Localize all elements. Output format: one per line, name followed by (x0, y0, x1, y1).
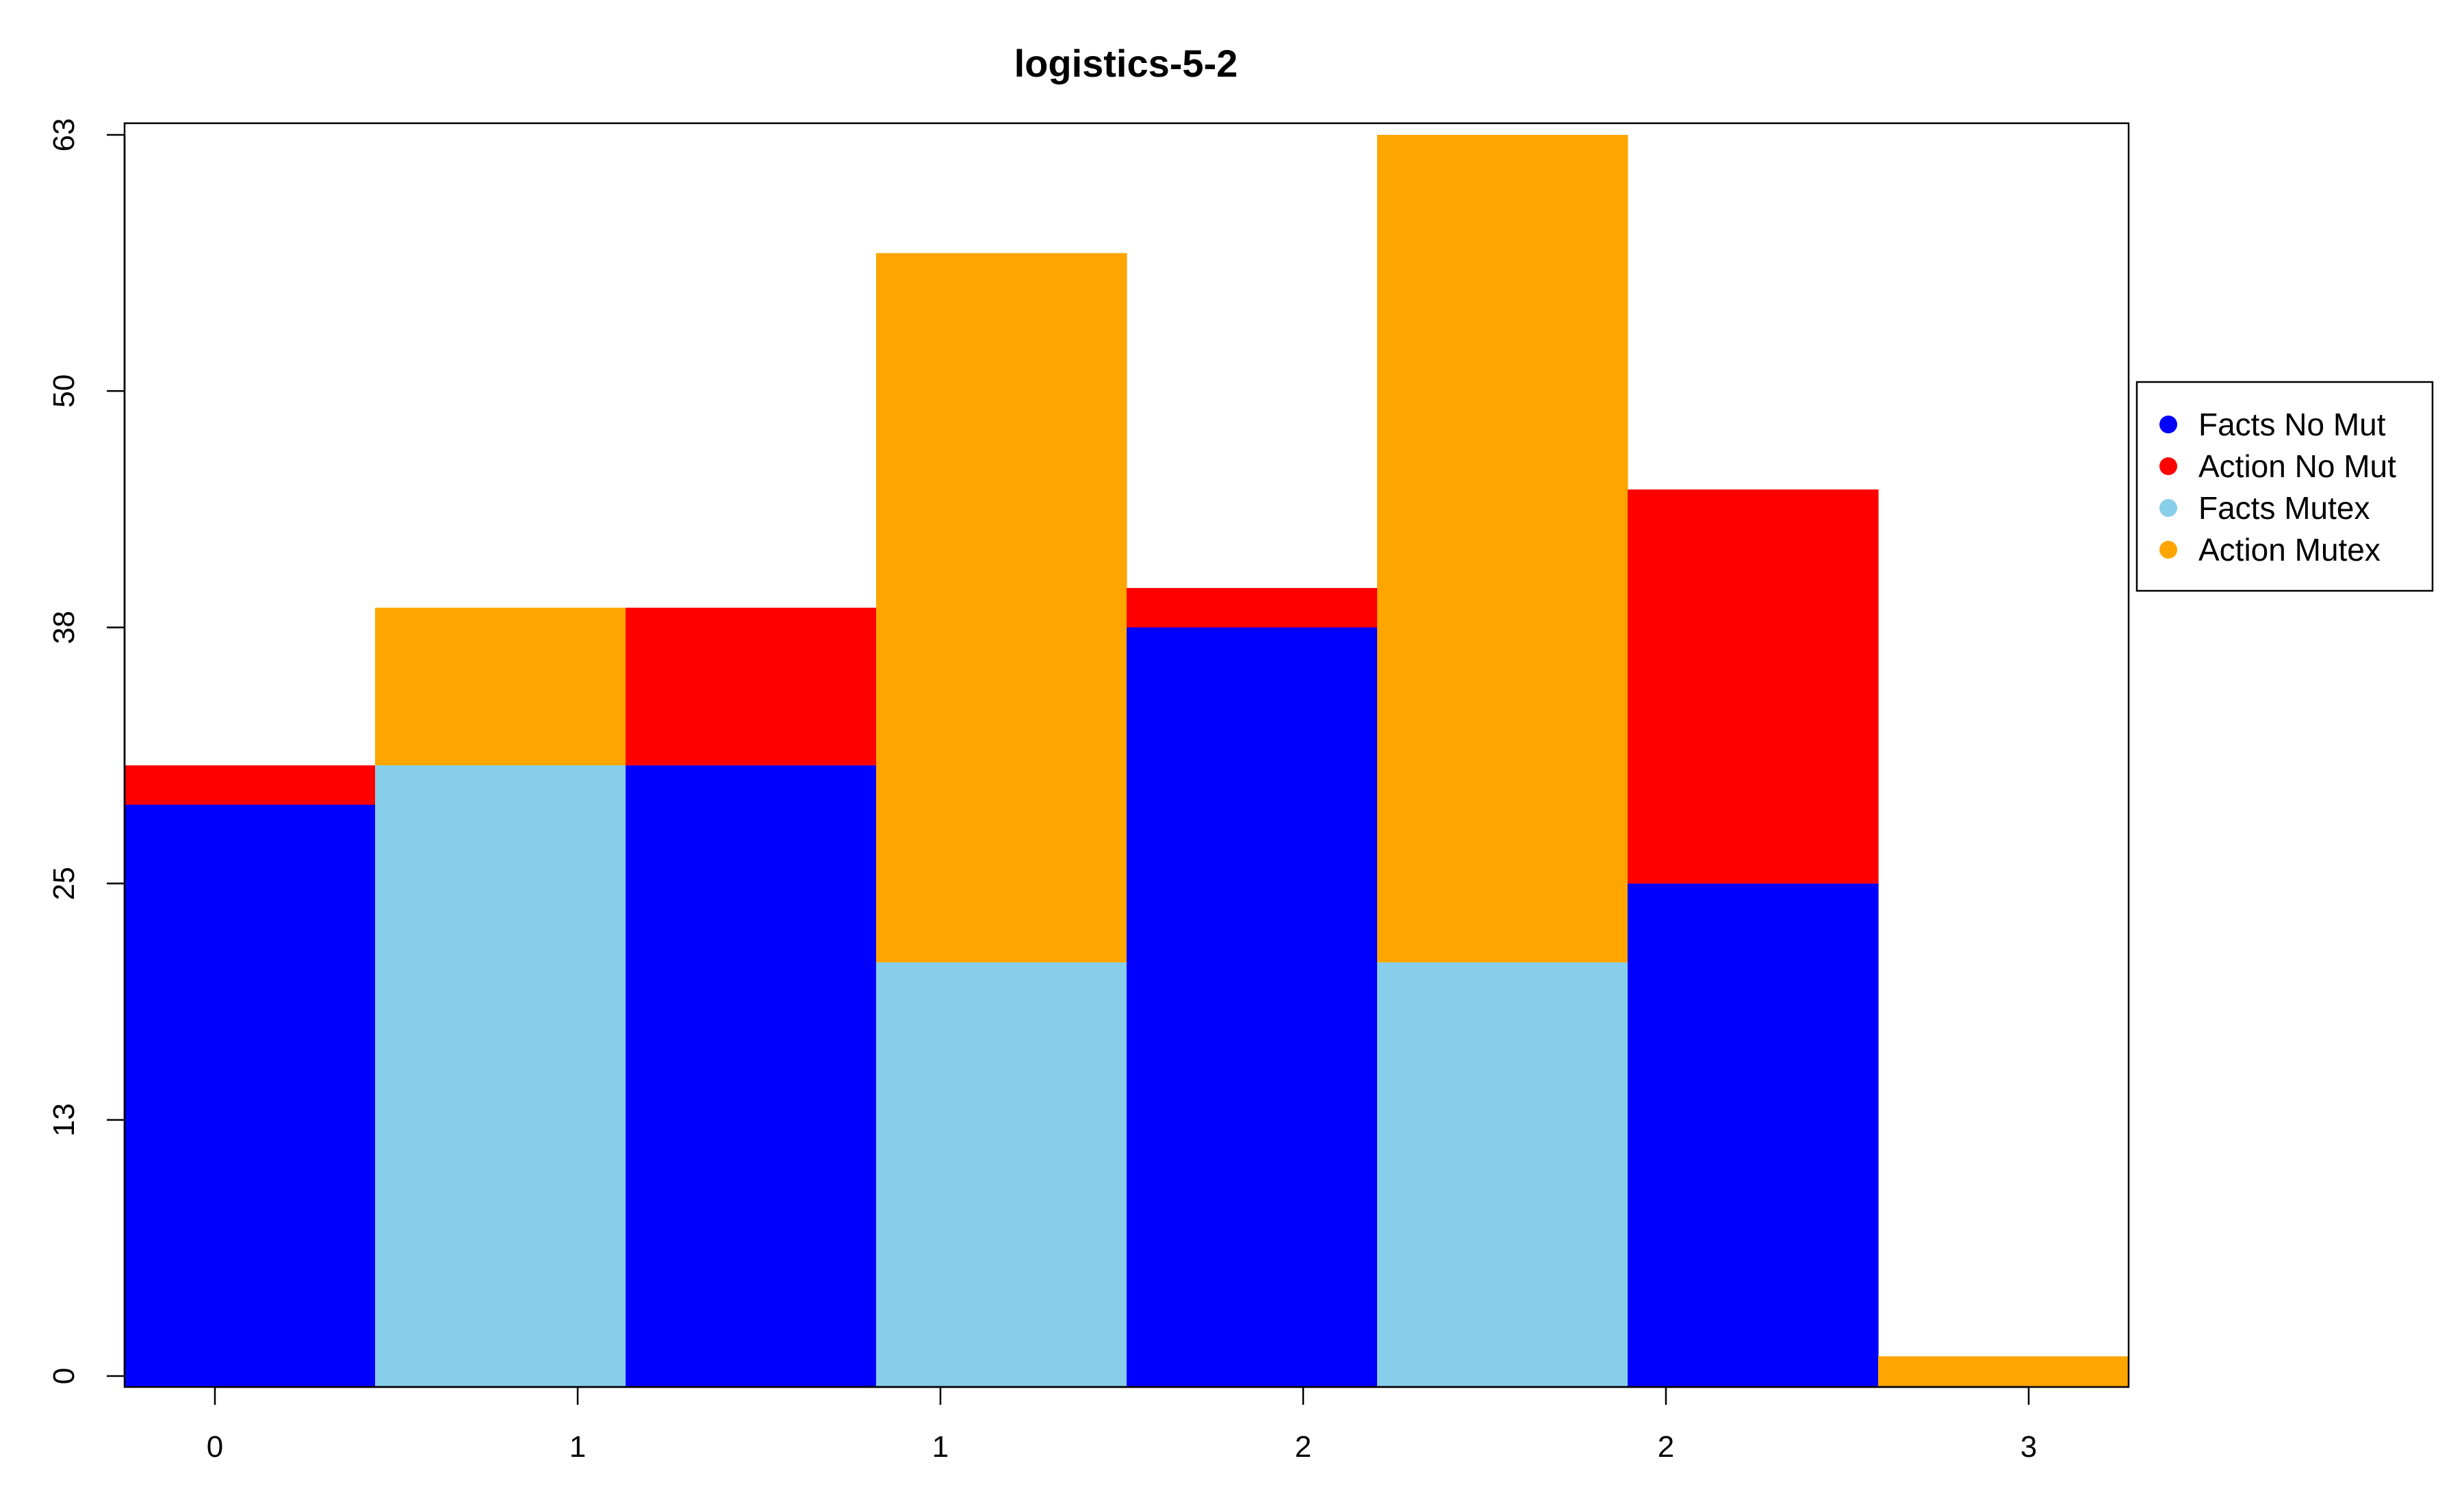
legend-label: Facts Mutex (2198, 490, 2370, 526)
legend-marker (2159, 416, 2177, 433)
legend-marker (2159, 541, 2177, 559)
bar-2-facts-mutex (375, 765, 626, 1387)
bar-1-action-no-mut (125, 765, 376, 805)
legend: Facts No Mut Action No Mut Facts Mutex Acti… (2135, 381, 2434, 592)
bar-5-action-no-mut (1127, 587, 1378, 628)
legend-label: Facts No Mut (2198, 407, 2386, 442)
bar-5-facts-no-mut (1127, 627, 1378, 1387)
bar-1-facts-no-mut (125, 804, 376, 1387)
x-tick-label: 1 (569, 1430, 586, 1464)
bar-3-action-no-mut (626, 607, 877, 765)
y-tick-label: 63 (47, 118, 81, 152)
x-tick-label: 1 (932, 1430, 949, 1464)
bar-4-action-mutex (876, 253, 1127, 963)
y-tick-label: 50 (47, 374, 81, 408)
x-tick-label: 2 (1658, 1430, 1674, 1464)
legend-box (2135, 381, 2434, 592)
bar-2-action-mutex (375, 607, 626, 765)
y-tick-label: 13 (47, 1103, 81, 1136)
x-tick-label: 3 (2020, 1430, 2037, 1464)
bar-8-action-mutex (1878, 1356, 2129, 1387)
y-tick-label: 0 (47, 1368, 81, 1384)
x-tick-label: 2 (1295, 1430, 1311, 1464)
legend-label: Action No Mut (2198, 448, 2396, 484)
bar-4-facts-mutex (876, 962, 1127, 1387)
bar-7-facts-no-mut (1628, 883, 1879, 1387)
legend-marker (2159, 457, 2177, 475)
x-axis: 0 1 1 2 2 3 (207, 1386, 2037, 1464)
bar-7-action-no-mut (1628, 489, 1879, 884)
y-axis: 0 13 25 38 50 63 (47, 118, 126, 1384)
y-tick-label: 25 (47, 867, 81, 900)
legend-marker (2159, 499, 2177, 517)
x-tick-label: 0 (207, 1430, 223, 1464)
legend-label: Action Mutex (2198, 532, 2380, 568)
bar-3-facts-no-mut (626, 765, 877, 1387)
chart-title: logistics-5-2 (1014, 42, 1238, 85)
bar-6-action-mutex (1377, 135, 1628, 963)
bars-layer (125, 135, 2129, 1387)
y-tick-label: 38 (47, 611, 81, 644)
bar-6-facts-mutex (1377, 962, 1628, 1387)
